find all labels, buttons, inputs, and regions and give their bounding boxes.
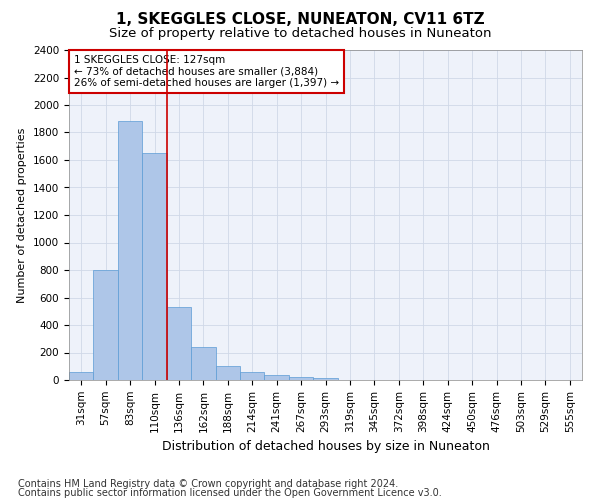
Bar [215, 366, 240, 380]
Bar [289, 377, 313, 380]
Bar [265, 375, 289, 380]
Bar [94, 270, 118, 380]
Bar [118, 121, 142, 380]
Bar [142, 153, 167, 380]
Text: 1, SKEGGLES CLOSE, NUNEATON, CV11 6TZ: 1, SKEGGLES CLOSE, NUNEATON, CV11 6TZ [116, 12, 484, 28]
Text: Contains public sector information licensed under the Open Government Licence v3: Contains public sector information licen… [18, 488, 442, 498]
Text: 1 SKEGGLES CLOSE: 127sqm
← 73% of detached houses are smaller (3,884)
26% of sem: 1 SKEGGLES CLOSE: 127sqm ← 73% of detach… [74, 55, 339, 88]
Bar [240, 372, 265, 380]
X-axis label: Distribution of detached houses by size in Nuneaton: Distribution of detached houses by size … [161, 440, 490, 453]
Bar [167, 307, 191, 380]
Bar [191, 348, 215, 380]
Y-axis label: Number of detached properties: Number of detached properties [17, 128, 28, 302]
Bar [69, 372, 94, 380]
Bar [313, 378, 338, 380]
Text: Contains HM Land Registry data © Crown copyright and database right 2024.: Contains HM Land Registry data © Crown c… [18, 479, 398, 489]
Text: Size of property relative to detached houses in Nuneaton: Size of property relative to detached ho… [109, 28, 491, 40]
